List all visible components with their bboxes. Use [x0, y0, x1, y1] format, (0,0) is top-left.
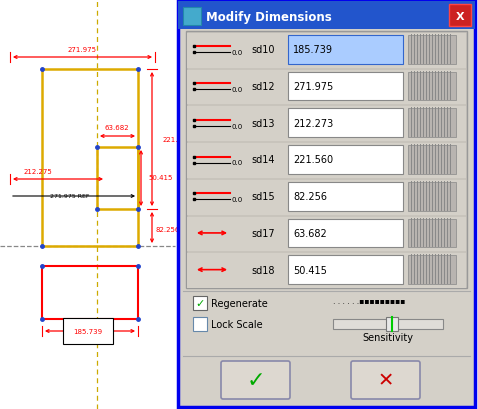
Text: sd13: sd13: [251, 119, 274, 128]
Text: 271.975 REF: 271.975 REF: [50, 194, 90, 199]
Text: 185.739: 185.739: [74, 328, 103, 334]
Bar: [408, 36, 456, 65]
Text: sd10: sd10: [251, 45, 274, 55]
Text: ✓: ✓: [246, 370, 265, 390]
Text: 63.682: 63.682: [105, 125, 130, 131]
Text: 212.273: 212.273: [293, 119, 333, 128]
Text: 212.275: 212.275: [23, 169, 53, 175]
Text: X: X: [456, 12, 464, 22]
Bar: [288, 109, 403, 138]
Bar: [288, 36, 403, 65]
Text: 271.975: 271.975: [293, 82, 333, 92]
Bar: [288, 256, 403, 284]
Text: 271.975: 271.975: [67, 47, 97, 53]
FancyBboxPatch shape: [351, 361, 420, 399]
Bar: [178, 2, 475, 407]
Bar: [408, 146, 456, 174]
Bar: [288, 146, 403, 174]
Bar: [288, 182, 403, 211]
Bar: [408, 256, 456, 284]
Text: 82.256: 82.256: [293, 192, 327, 202]
Bar: [408, 219, 456, 248]
Text: 0.0: 0.0: [232, 124, 243, 130]
Bar: [187, 180, 466, 215]
Text: Sensitivity: Sensitivity: [362, 332, 413, 342]
Text: sd18: sd18: [251, 265, 274, 275]
Bar: [187, 144, 466, 178]
Text: 50.415: 50.415: [293, 265, 327, 275]
Text: Regenerate: Regenerate: [211, 298, 268, 308]
Bar: [187, 217, 466, 252]
Bar: [178, 2, 475, 30]
Text: 0.0: 0.0: [232, 160, 243, 166]
Text: 221.560: 221.560: [293, 155, 333, 165]
Text: 0.0: 0.0: [232, 197, 243, 203]
Text: . . . . . .▪▪▪▪▪▪▪▪▪: . . . . . .▪▪▪▪▪▪▪▪▪: [333, 297, 405, 306]
Bar: [386, 317, 398, 331]
Bar: [193, 317, 207, 331]
Text: 50.415: 50.415: [148, 175, 173, 180]
Bar: [333, 319, 443, 329]
Text: sd14: sd14: [251, 155, 274, 165]
Text: 221.560: 221.560: [163, 137, 192, 143]
Bar: [187, 254, 466, 288]
Bar: [187, 70, 466, 105]
Text: 185.739: 185.739: [293, 45, 333, 55]
Text: ✕: ✕: [377, 371, 394, 389]
Bar: [408, 109, 456, 138]
Text: 63.682: 63.682: [293, 228, 327, 238]
Bar: [183, 8, 201, 26]
Bar: [193, 296, 207, 310]
Text: Modify Dimensions: Modify Dimensions: [206, 11, 332, 23]
Text: 82.256: 82.256: [156, 227, 180, 232]
Bar: [449, 5, 471, 27]
Bar: [408, 72, 456, 101]
Bar: [186, 32, 467, 288]
Bar: [288, 219, 403, 248]
Text: Lock Scale: Lock Scale: [211, 319, 262, 329]
Text: 0.0: 0.0: [232, 87, 243, 93]
Text: 0.0: 0.0: [232, 50, 243, 56]
FancyBboxPatch shape: [221, 361, 290, 399]
Bar: [408, 182, 456, 211]
Text: sd15: sd15: [251, 192, 275, 202]
Bar: [288, 72, 403, 101]
Bar: [187, 107, 466, 142]
Text: sd17: sd17: [251, 228, 275, 238]
Bar: [187, 34, 466, 69]
Text: ✓: ✓: [196, 298, 205, 308]
Text: sd12: sd12: [251, 82, 275, 92]
